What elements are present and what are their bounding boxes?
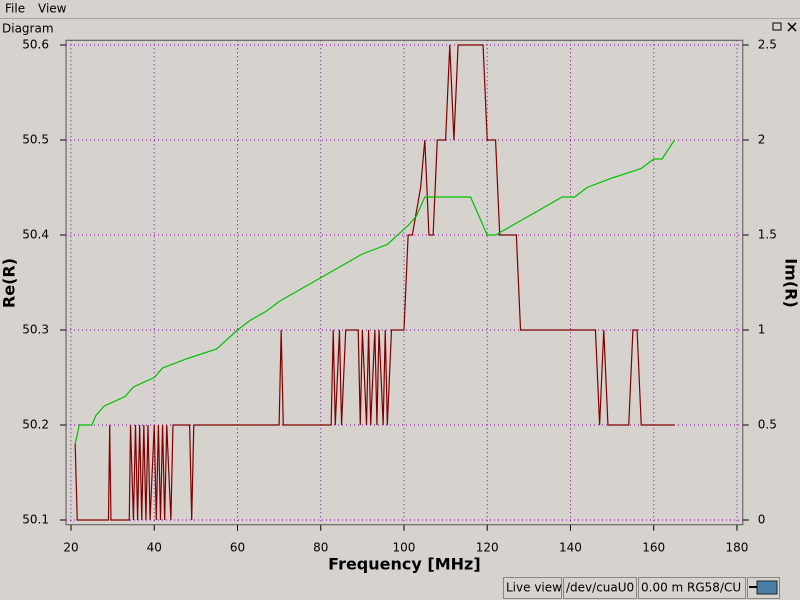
x-tick-label: 180: [726, 540, 749, 554]
y-tick-label: 50.6: [22, 38, 49, 52]
float-button[interactable]: [772, 22, 782, 31]
data-line: [74, 139, 676, 445]
x-tick-label: 140: [559, 540, 582, 554]
x-tick-label: 80: [313, 540, 328, 554]
x-axis-title: Frequency [MHz]: [328, 555, 480, 574]
y-tick-label: 50.1: [22, 513, 49, 527]
y2-tick-label: 0: [758, 513, 766, 527]
y-axis-title: Re(R): [0, 258, 19, 308]
menu-view[interactable]: View: [38, 2, 67, 16]
y2-tick-label: 2: [758, 133, 766, 147]
status-icon-frame: [747, 577, 780, 599]
y-tick-label: 50.2: [22, 418, 49, 432]
x-tick-label: 160: [642, 540, 665, 554]
x-tick-label: 120: [476, 540, 499, 554]
status-device: /dev/cuaU0: [566, 581, 634, 595]
y2-tick-label: 0.5: [758, 418, 777, 432]
y-tick-label: 50.3: [22, 323, 49, 337]
x-tick-label: 40: [147, 540, 162, 554]
y2-tick-label: 1.5: [758, 228, 777, 242]
menu-file[interactable]: File: [5, 2, 25, 16]
status-mode: Live view: [506, 581, 562, 595]
x-tick-label: 20: [63, 540, 78, 554]
y2-axis-title: Im(R): [782, 258, 800, 308]
y2-tick-label: 2.5: [758, 38, 777, 52]
status-cell: [563, 577, 637, 599]
status-cell: [638, 577, 746, 599]
y-tick-label: 50.5: [22, 133, 49, 147]
status-cell: [503, 577, 562, 599]
plot-frame: [65, 39, 744, 526]
panel-title: Diagram: [2, 22, 54, 36]
status-icon: [756, 580, 778, 595]
chart: 20 40 60 80 100 120 140 160 18050.150.250.350.45…: [0, 38, 800, 574]
y2-tick-label: 1: [758, 323, 766, 337]
y-tick-label: 50.4: [22, 228, 49, 242]
x-tick-label: 100: [393, 540, 416, 554]
data-line: [74, 44, 675, 521]
status-cable: 0.00 m RG58/CU: [641, 581, 741, 595]
close-button[interactable]: [787, 22, 797, 32]
x-tick-label: 60: [230, 540, 245, 554]
